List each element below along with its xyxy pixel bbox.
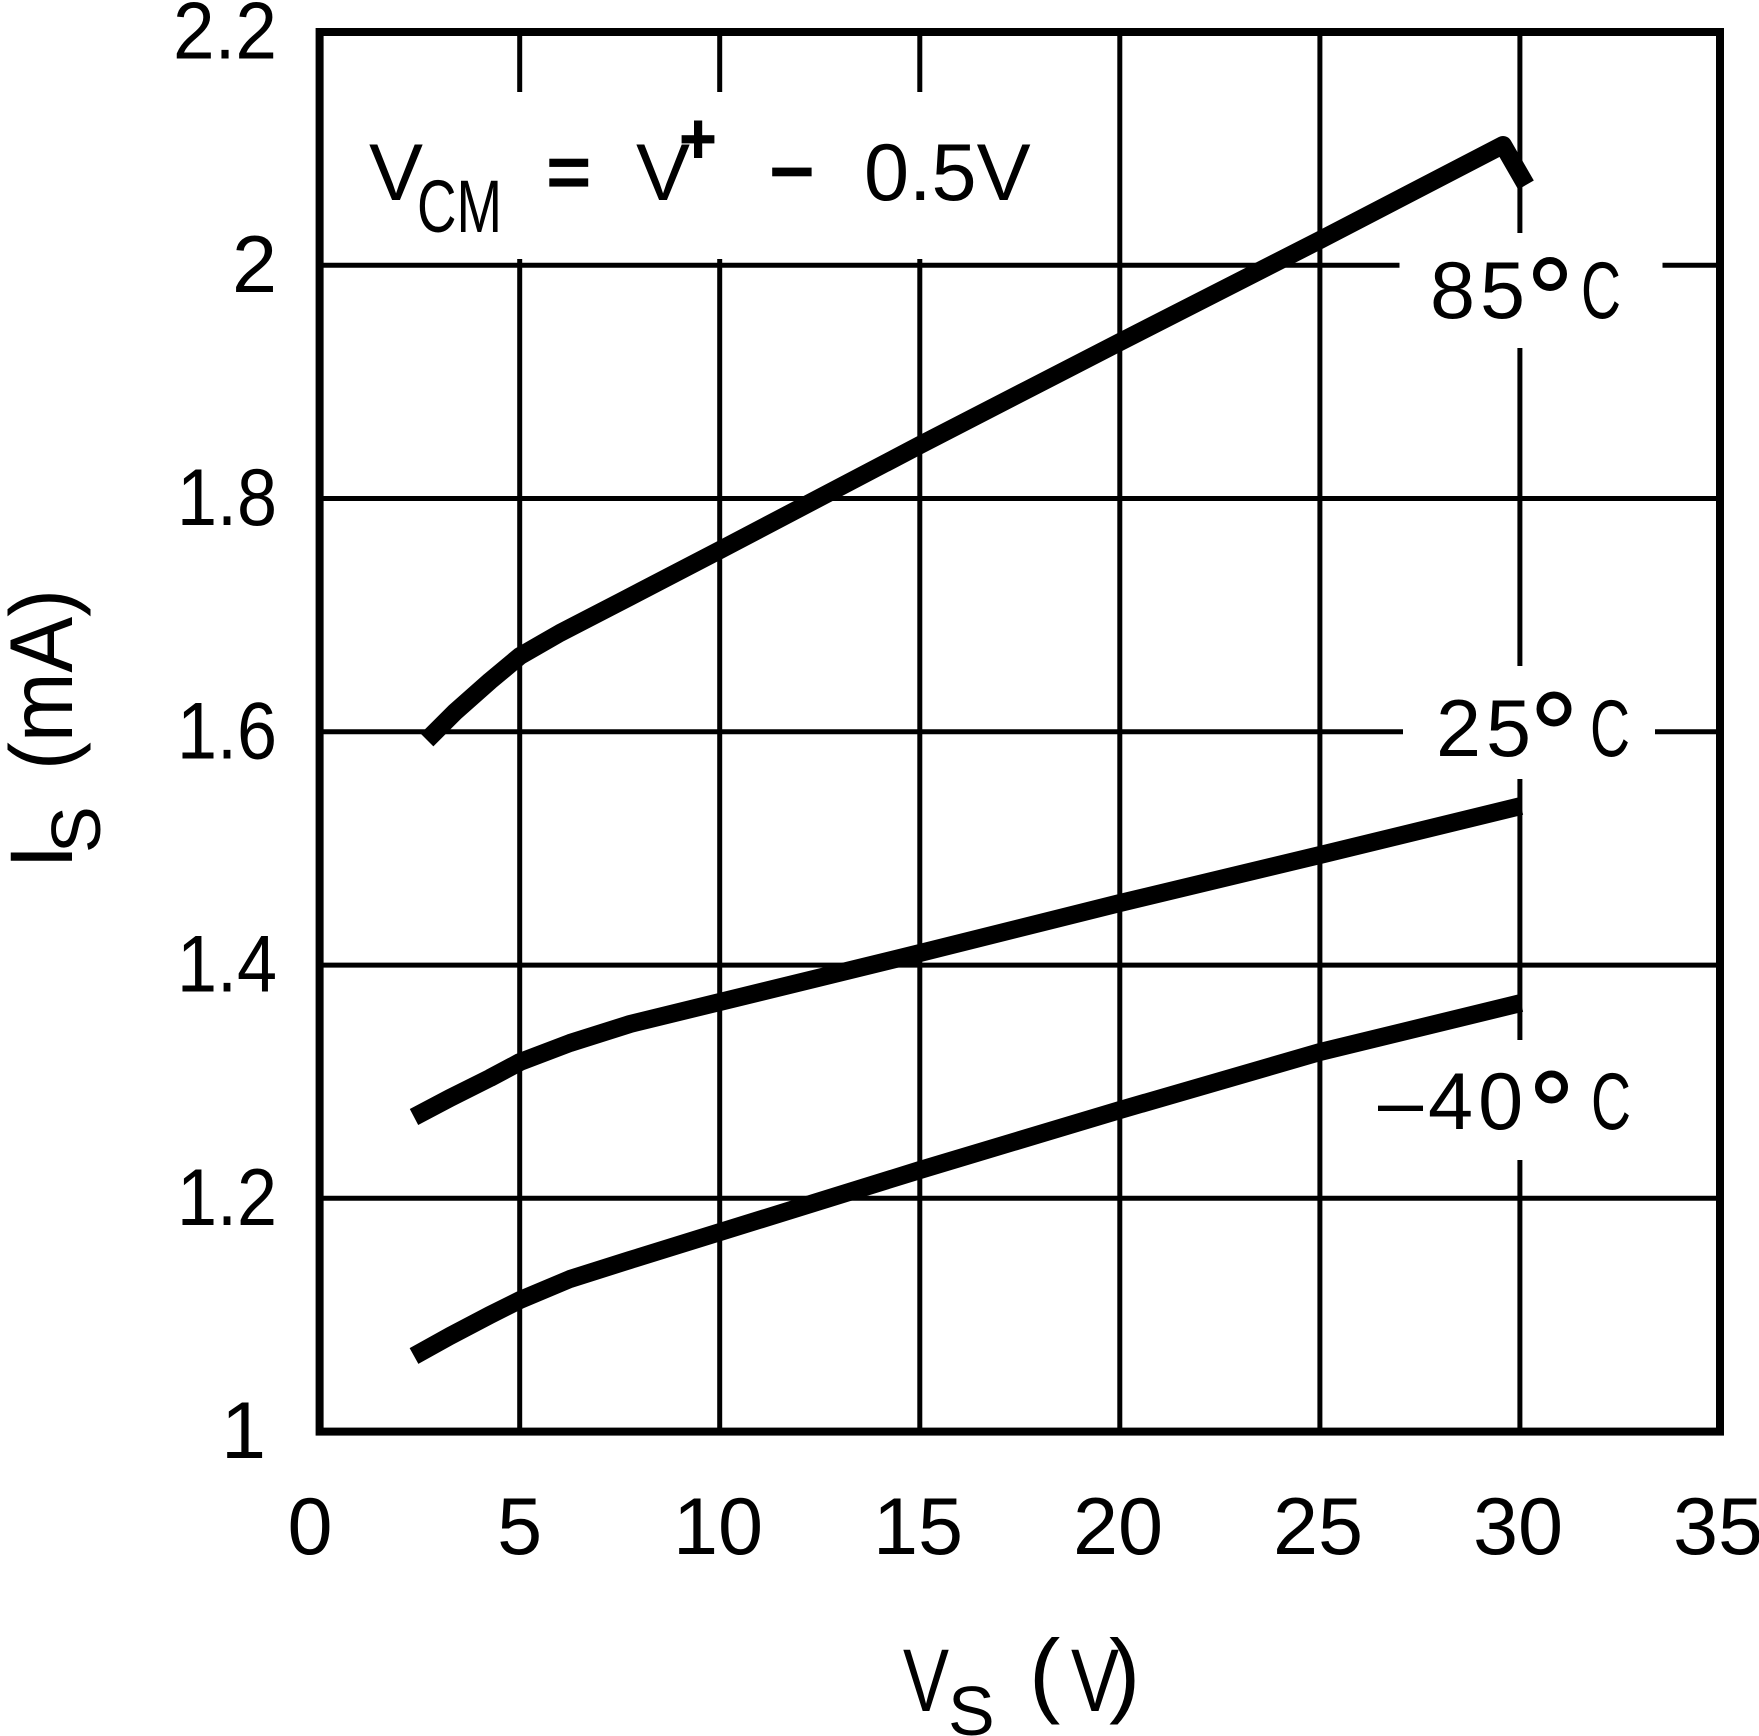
svg-text:C: C: [1581, 246, 1621, 336]
svg-text:V: V: [636, 128, 690, 218]
svg-text:20: 20: [1073, 1482, 1163, 1572]
svg-text:C: C: [1591, 1057, 1631, 1147]
svg-text:(mA): (mA): [0, 589, 91, 770]
svg-text:I: I: [0, 844, 91, 869]
svg-text:5: 5: [497, 1482, 542, 1572]
svg-text:1.2: 1.2: [177, 1153, 277, 1243]
svg-text:30: 30: [1473, 1482, 1563, 1572]
svg-text:C: C: [1590, 684, 1630, 774]
svg-text:25: 25: [1273, 1482, 1363, 1572]
svg-text:): ): [1109, 1620, 1140, 1725]
svg-text:1.4: 1.4: [177, 920, 277, 1010]
svg-text:S: S: [948, 1672, 995, 1736]
svg-text:2: 2: [232, 220, 277, 310]
svg-text:0: 0: [287, 1482, 332, 1572]
svg-text:V: V: [369, 128, 423, 218]
svg-text:1.8: 1.8: [177, 453, 277, 543]
svg-text:0.5V: 0.5V: [864, 128, 1031, 218]
svg-text:15: 15: [873, 1482, 963, 1572]
svg-text:25: 25: [1436, 684, 1536, 774]
svg-text:35: 35: [1673, 1482, 1759, 1572]
svg-text:2.2: 2.2: [173, 0, 277, 77]
svg-text:–40: –40: [1378, 1057, 1528, 1147]
svg-text:85: 85: [1430, 246, 1530, 336]
svg-text:(: (: [1029, 1620, 1060, 1725]
svg-text:V: V: [1071, 1630, 1119, 1730]
svg-text:S: S: [37, 806, 115, 853]
svg-text:V: V: [903, 1630, 949, 1730]
svg-text:CM: CM: [417, 165, 502, 248]
svg-text:1.6: 1.6: [177, 686, 277, 776]
svg-text:1: 1: [221, 1386, 266, 1476]
svg-text:10: 10: [673, 1482, 763, 1572]
